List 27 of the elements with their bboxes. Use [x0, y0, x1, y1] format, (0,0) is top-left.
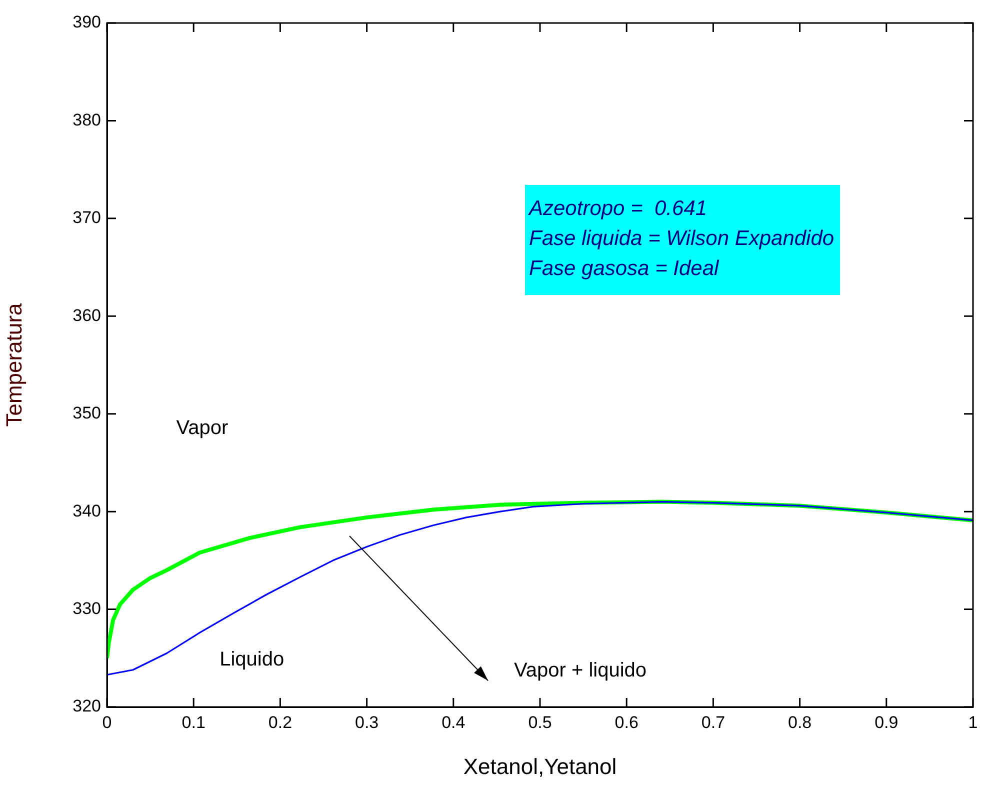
annotation: Azeotropo = 0.641 [527, 196, 708, 220]
x-tick-label: 0.6 [614, 712, 638, 732]
x-tick-label: 0.8 [788, 712, 812, 732]
x-tick-label: 0.7 [701, 712, 726, 732]
x-tick-label: 0.9 [874, 712, 898, 732]
annotation: Vapor [176, 417, 229, 440]
y-tick-label: 350 [72, 404, 101, 423]
annotation: Liquido [220, 648, 284, 671]
y-tick-label: 380 [72, 110, 101, 130]
y-tick-label: 360 [72, 306, 101, 325]
y-axis-title: Temperatura [1, 302, 26, 427]
annotation: Fase gasosa = Ideal [529, 256, 720, 280]
x-axis-title: Xetanol,Yetanol [463, 754, 617, 779]
x-tick-label: 0 [102, 712, 112, 732]
x-tick-label: 0.3 [354, 712, 379, 732]
y-tick-label: 340 [72, 501, 101, 520]
x-tick-label: 0.1 [182, 712, 206, 732]
x-tick-label: 0.4 [442, 712, 466, 732]
x-tick-label: 0.2 [268, 712, 292, 732]
x-tick-label: 0.5 [528, 712, 552, 732]
annotation: Fase liquida = Wilson Expandido [529, 226, 834, 250]
y-tick-label: 320 [72, 696, 101, 716]
annotation: Vapor + liquido [514, 659, 647, 682]
y-tick-label: 330 [72, 598, 101, 618]
y-tick-label: 390 [72, 12, 101, 32]
y-tick-label: 370 [72, 208, 101, 228]
x-tick-label: 1 [968, 712, 978, 732]
